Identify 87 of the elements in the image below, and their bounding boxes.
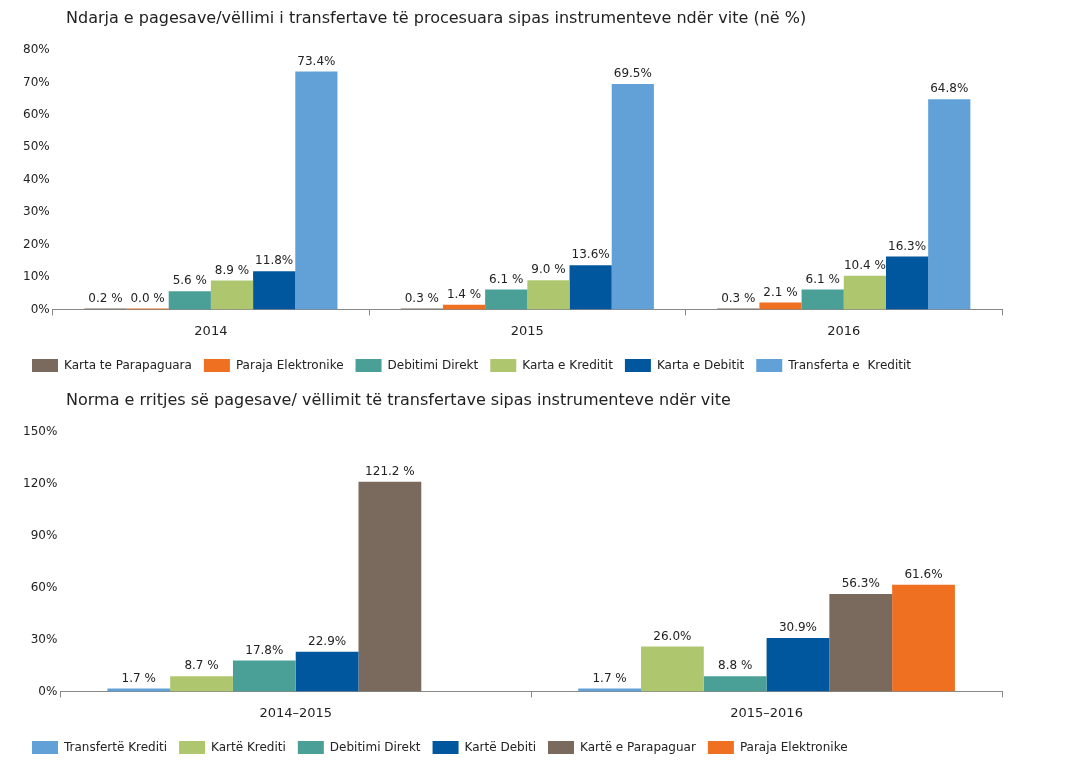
- data-label: 8.8 %: [718, 658, 753, 673]
- legend-label: Karta te Parapaguara: [64, 357, 192, 372]
- legend-label: Debitimi Direkt: [329, 739, 421, 754]
- y-tick-label: 120%: [22, 476, 58, 491]
- data-label: 22.9%: [308, 633, 347, 648]
- bar: [801, 289, 844, 310]
- x-tick-label: 2014: [194, 322, 228, 338]
- y-tick-label: 30%: [23, 204, 50, 219]
- data-label: 17.8%: [245, 642, 284, 657]
- bar: [527, 280, 570, 310]
- legend-label: Kartë e Parapaguar: [580, 739, 696, 754]
- x-tick-label: 2016: [827, 322, 861, 338]
- data-label: 1.7 %: [592, 670, 627, 685]
- bar: [168, 291, 211, 310]
- bar: [578, 688, 642, 692]
- data-label: 61.6%: [904, 567, 943, 581]
- data-label: 10.4 %: [843, 257, 886, 272]
- y-tick-label: 80%: [23, 42, 50, 57]
- y-tick-label: 0%: [38, 683, 58, 698]
- bar: [766, 637, 830, 692]
- bar: [569, 265, 612, 310]
- y-tick-label: 10%: [23, 269, 50, 284]
- legend-label: Debitimi Direkt: [387, 357, 479, 372]
- data-label: 69.5%: [613, 66, 652, 81]
- y-tick-label: 40%: [23, 171, 50, 186]
- x-tick-label: 2015–2016: [730, 704, 803, 720]
- bar: [232, 660, 296, 692]
- data-label: 1.4 %: [446, 286, 482, 301]
- data-label: 26.0%: [653, 628, 692, 643]
- y-tick-label: 60%: [30, 579, 58, 594]
- y-tick-label: 20%: [23, 236, 50, 251]
- chart-title: Ndarja e pagesave/vëllimi i transfertave të procesuara sipas instrumenteve ndër vite (në %): [65, 7, 808, 29]
- bar: [253, 271, 296, 310]
- bar: [829, 594, 893, 692]
- bar: [843, 275, 886, 310]
- data-label: 6.1 %: [489, 271, 524, 286]
- legend-label: Kartë Debiti: [464, 739, 537, 754]
- data-label: 1.7 %: [121, 670, 156, 685]
- data-label: 73.4%: [297, 53, 336, 68]
- bar: [892, 584, 955, 692]
- data-label: 8.7 %: [184, 658, 219, 673]
- bar: [928, 99, 971, 310]
- legend-label: Paraja Elektronike: [739, 739, 848, 754]
- y-tick-label: 90%: [30, 527, 58, 542]
- x-tick-label: 2015: [510, 322, 544, 338]
- bar: [885, 256, 929, 310]
- bar: [611, 84, 654, 310]
- data-label: 30.9%: [778, 620, 818, 635]
- data-label: 13.6%: [571, 247, 610, 262]
- data-label: 5.6 %: [172, 273, 207, 288]
- data-label: 11.8%: [255, 253, 294, 268]
- bar: [170, 676, 233, 692]
- data-label: 0.3 %: [404, 290, 440, 305]
- data-label: 121.2 %: [365, 463, 415, 478]
- data-label: 6.1 %: [805, 271, 840, 286]
- y-tick-label: 30%: [30, 631, 58, 646]
- data-label: 0.3 %: [721, 290, 756, 305]
- data-label: 56.3%: [841, 576, 880, 591]
- data-label: 64.8%: [930, 81, 969, 96]
- bar: [295, 651, 359, 692]
- bar: [703, 676, 767, 692]
- x-tick-label: 2014–2015: [259, 704, 333, 720]
- y-tick-label: 150%: [22, 424, 58, 439]
- y-tick-label: 0%: [30, 301, 50, 316]
- data-label: 0.0 %: [130, 290, 165, 305]
- legend-label: Kartë Krediti: [211, 739, 286, 754]
- legend-label: Transfertë Krediti: [63, 739, 168, 754]
- data-label: 0.2 %: [88, 290, 123, 305]
- data-label: 9.0 %: [531, 262, 566, 277]
- bar: [641, 646, 704, 692]
- data-label: 2.1 %: [763, 284, 798, 299]
- legend-label: Karta e Debitit: [656, 357, 745, 372]
- y-tick-label: 70%: [23, 74, 50, 89]
- chart-title: Norma e rritjes së pagesave/ vëllimit të transfertave sipas instrumenteve ndër vite: [65, 389, 732, 411]
- bar: [295, 71, 338, 310]
- y-tick-label: 50%: [23, 139, 50, 154]
- bar: [358, 481, 422, 692]
- bar: [485, 289, 528, 310]
- data-label: 16.3%: [888, 238, 927, 253]
- y-tick-label: 60%: [23, 106, 50, 121]
- data-label: 8.9 %: [214, 262, 250, 277]
- legend-label: Paraja Elektronike: [235, 357, 344, 372]
- bar: [759, 302, 802, 310]
- legend-label: Karta e Kreditit: [522, 357, 614, 372]
- legend-label: Transferta e Kreditit: [787, 357, 912, 372]
- bar: [107, 688, 171, 692]
- bar: [210, 280, 254, 310]
